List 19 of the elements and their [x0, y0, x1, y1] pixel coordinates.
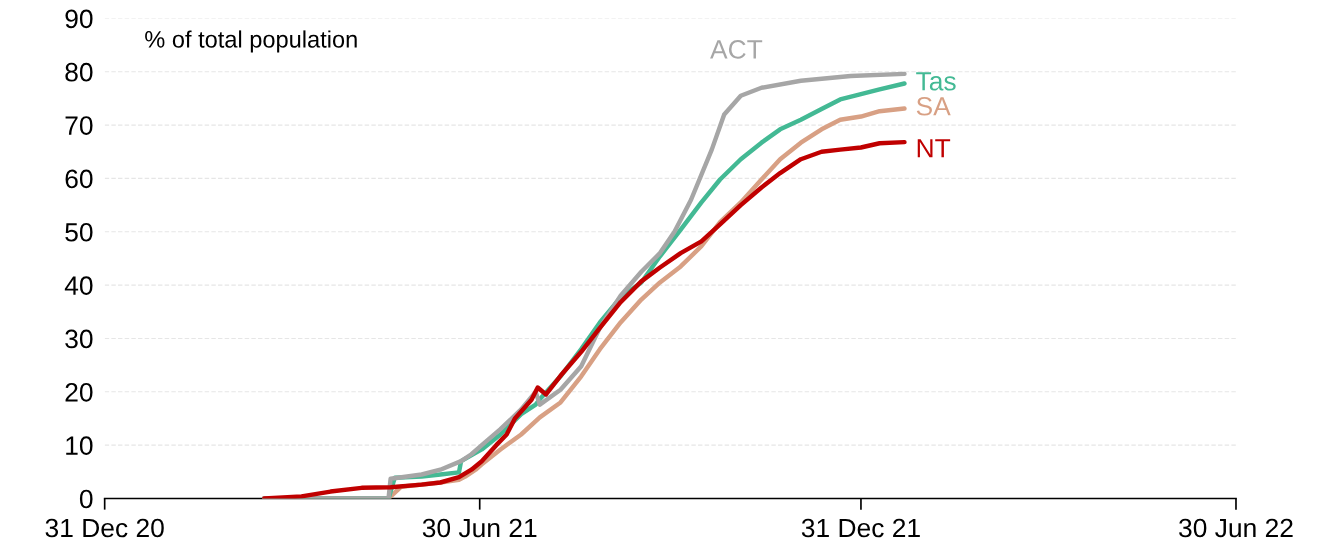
series-label: Tas: [916, 72, 956, 91]
x-tick-label: 30 Jun 21: [422, 518, 537, 538]
y-tick-label: 50: [65, 222, 93, 242]
x-tick-label: 31 Dec 21: [801, 518, 920, 538]
series-label: NT: [917, 139, 951, 158]
y-tick-label: 20: [65, 382, 93, 402]
y-tick-label: 0: [79, 489, 93, 509]
y-tick-label: 90: [65, 9, 93, 29]
annotation: % of total population: [145, 30, 357, 53]
x-tick-label: 30 Jun 22: [1179, 518, 1293, 538]
y-tick-label: 40: [64, 276, 93, 295]
y-tick-label: 60: [65, 169, 93, 189]
series-label: SA: [916, 96, 951, 116]
x-tick-label: 31 Dec 20: [45, 518, 164, 538]
series-label: ACT: [710, 40, 763, 59]
y-tick-label: 80: [65, 62, 93, 82]
y-tick-label: 10: [66, 436, 93, 455]
y-tick-label: 70: [65, 116, 93, 135]
y-tick-label: 30: [65, 329, 93, 349]
